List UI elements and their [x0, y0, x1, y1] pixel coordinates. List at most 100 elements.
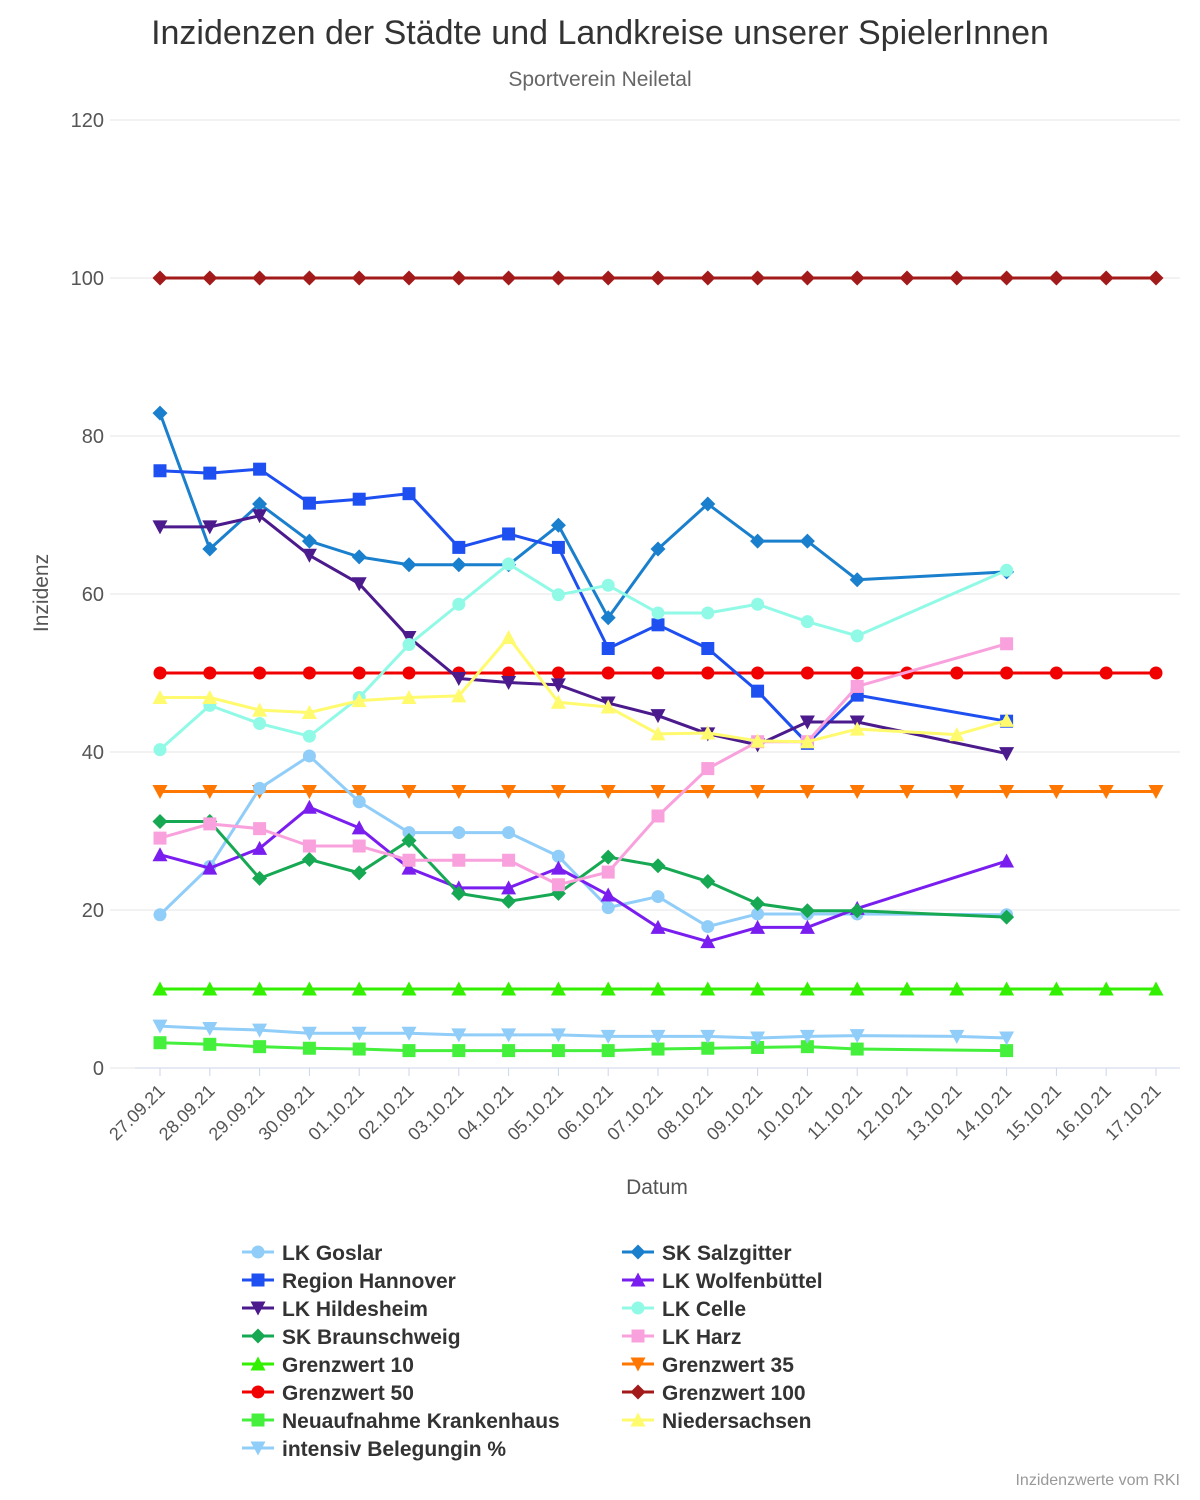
data-point[interactable]	[850, 629, 864, 643]
data-point[interactable]	[202, 785, 218, 799]
data-point[interactable]	[949, 981, 965, 996]
data-point[interactable]	[351, 981, 367, 996]
data-point[interactable]	[253, 462, 267, 476]
series-lk-hildesheim[interactable]	[152, 509, 1015, 762]
data-point[interactable]	[252, 870, 268, 886]
data-point[interactable]	[601, 578, 615, 592]
data-point[interactable]	[700, 981, 716, 996]
data-point[interactable]	[302, 1041, 316, 1055]
series-line[interactable]	[160, 820, 1007, 919]
credits[interactable]: Inzidenzwerte vom RKI	[1015, 1472, 1180, 1489]
data-point[interactable]	[701, 920, 715, 934]
data-point[interactable]	[600, 699, 616, 714]
legend-symbol[interactable]	[631, 1301, 645, 1315]
legend-symbol[interactable]	[250, 1356, 266, 1371]
series-line[interactable]	[159, 1024, 1007, 1040]
data-point[interactable]	[1148, 785, 1164, 799]
data-point[interactable]	[202, 541, 218, 557]
data-point[interactable]	[1098, 785, 1114, 799]
data-point[interactable]	[152, 847, 168, 862]
series-line[interactable]	[160, 514, 1007, 756]
data-point[interactable]	[152, 785, 168, 799]
series-niedersachsen[interactable]	[152, 629, 1015, 749]
data-point[interactable]	[202, 981, 218, 996]
data-point[interactable]	[501, 981, 517, 996]
data-point[interactable]	[601, 901, 615, 915]
data-point[interactable]	[700, 785, 716, 799]
data-point[interactable]	[501, 1028, 517, 1043]
data-point[interactable]	[650, 709, 666, 724]
data-point[interactable]	[600, 981, 616, 996]
data-point[interactable]	[152, 270, 168, 286]
data-point[interactable]	[601, 642, 615, 656]
data-point[interactable]	[899, 785, 915, 799]
data-point[interactable]	[650, 726, 666, 741]
data-point[interactable]	[600, 849, 616, 865]
data-point[interactable]	[551, 540, 565, 554]
data-point[interactable]	[949, 270, 965, 286]
data-point[interactable]	[351, 865, 367, 881]
legend-item[interactable]: LK Wolfenbüttel	[622, 1270, 823, 1293]
data-point[interactable]	[751, 907, 765, 921]
data-point[interactable]	[352, 795, 366, 809]
data-point[interactable]	[302, 729, 316, 743]
data-point[interactable]	[253, 1040, 267, 1054]
data-point[interactable]	[601, 666, 615, 680]
data-point[interactable]	[501, 270, 517, 286]
data-point[interactable]	[202, 1022, 218, 1036]
data-point[interactable]	[252, 981, 268, 996]
data-point[interactable]	[401, 832, 417, 848]
data-point[interactable]	[152, 1019, 168, 1034]
data-point[interactable]	[1000, 637, 1014, 651]
data-point[interactable]	[849, 785, 865, 799]
series-line[interactable]	[158, 754, 1007, 929]
data-point[interactable]	[650, 858, 666, 874]
data-point[interactable]	[502, 557, 516, 571]
legend-item[interactable]: Neuaufnahme Krankenhaus	[242, 1410, 560, 1433]
data-point[interactable]	[799, 919, 815, 934]
legend-item[interactable]: Region Hannover	[242, 1270, 456, 1293]
data-point[interactable]	[999, 270, 1015, 286]
data-point[interactable]	[1149, 666, 1163, 680]
series-line[interactable]	[159, 805, 1008, 944]
data-point[interactable]	[750, 733, 766, 748]
data-point[interactable]	[301, 785, 317, 799]
data-point[interactable]	[1048, 981, 1064, 996]
data-point[interactable]	[600, 1029, 616, 1044]
data-point[interactable]	[550, 270, 566, 286]
data-point[interactable]	[402, 666, 416, 680]
legend-symbol[interactable]	[630, 1412, 646, 1427]
data-point[interactable]	[550, 860, 566, 875]
series-intensiv-belegungin-[interactable]	[152, 1019, 1015, 1046]
data-point[interactable]	[651, 809, 665, 823]
data-point[interactable]	[799, 533, 815, 549]
data-point[interactable]	[750, 919, 766, 934]
data-point[interactable]	[451, 557, 467, 573]
data-point[interactable]	[502, 527, 516, 541]
data-point[interactable]	[1148, 270, 1164, 286]
data-point[interactable]	[153, 743, 167, 757]
data-point[interactable]	[700, 874, 716, 890]
data-point[interactable]	[799, 981, 815, 996]
data-point[interactable]	[850, 1042, 864, 1056]
legend-symbol[interactable]	[251, 1245, 265, 1259]
data-point[interactable]	[252, 509, 268, 524]
data-point[interactable]	[451, 1028, 467, 1043]
data-point[interactable]	[1000, 666, 1014, 680]
series-grenzwert-10[interactable]	[152, 981, 1164, 996]
data-point[interactable]	[651, 1042, 665, 1056]
legend-symbol[interactable]	[250, 1328, 266, 1344]
data-point[interactable]	[700, 270, 716, 286]
data-point[interactable]	[700, 725, 716, 740]
data-point[interactable]	[351, 1026, 367, 1041]
data-point[interactable]	[600, 610, 616, 626]
data-point[interactable]	[650, 785, 666, 799]
data-point[interactable]	[849, 1029, 865, 1044]
data-point[interactable]	[799, 715, 815, 730]
data-point[interactable]	[451, 688, 467, 703]
data-point[interactable]	[600, 270, 616, 286]
data-point[interactable]	[650, 270, 666, 286]
data-point[interactable]	[401, 981, 417, 996]
data-point[interactable]	[651, 618, 665, 632]
data-point[interactable]	[650, 541, 666, 557]
